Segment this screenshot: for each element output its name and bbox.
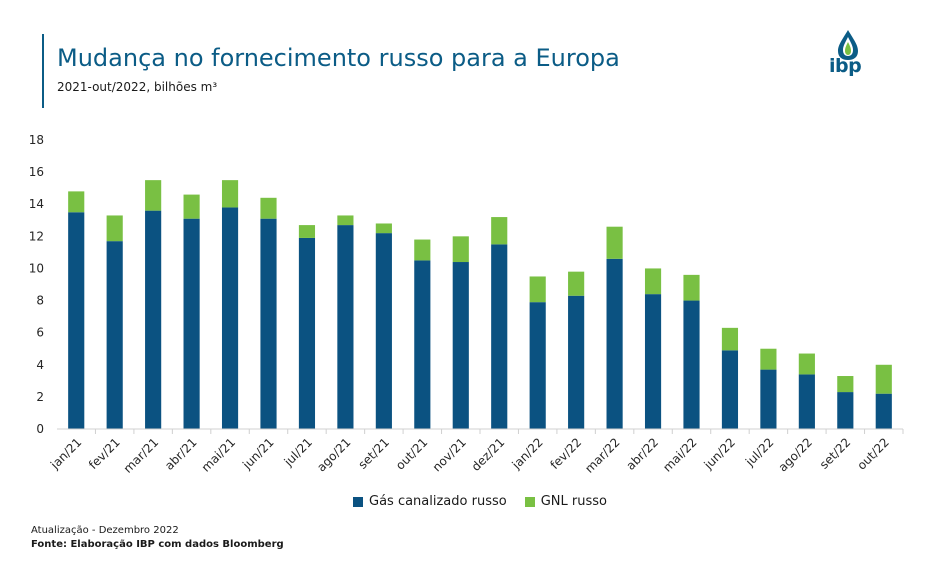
update-note: Atualização - Dezembro 2022 — [31, 525, 179, 536]
y-axis: 0 2 4 6 8 10 12 14 16 18 — [29, 133, 44, 436]
bar-segment-pipeline — [68, 212, 85, 429]
bar-segment-pipeline — [529, 302, 546, 429]
bar-segment-lng — [298, 225, 316, 238]
x-tick-label: jun/22 — [701, 435, 738, 472]
bar-segment-pipeline — [568, 295, 585, 429]
bar-segment-lng — [106, 215, 123, 242]
bar-segment-pipeline — [798, 374, 815, 429]
bar-segment-pipeline — [721, 350, 739, 429]
bar-segment-lng — [221, 180, 239, 208]
bar-segment-lng — [721, 327, 739, 351]
chart-title: Mudança no fornecimento russo para a Eur… — [57, 44, 620, 72]
bar-segment-pipeline — [106, 241, 123, 429]
x-tick-label: nov/21 — [430, 435, 469, 474]
bar-segment-lng — [491, 217, 508, 245]
bar-segment-lng — [375, 223, 392, 234]
y-tick-label: 12 — [29, 229, 44, 243]
x-tick-label: jan/21 — [47, 435, 84, 472]
x-tick-label: jul/21 — [281, 435, 315, 469]
x-tick-label: mai/22 — [660, 435, 699, 474]
bar-segment-pipeline — [683, 300, 700, 429]
bar-segment-pipeline — [644, 294, 662, 429]
legend-label-lng: GNL russo — [540, 494, 607, 509]
bar-segment-lng — [452, 236, 469, 263]
bar-segment-lng — [529, 276, 546, 303]
bar-segment-lng — [414, 239, 431, 261]
bar-segment-lng — [568, 271, 585, 296]
legend-label-pipeline: Gás canalizado russo — [369, 494, 507, 509]
bar-segment-lng — [68, 191, 85, 213]
x-tick-label: abr/21 — [162, 435, 200, 473]
x-tick-label: jan/22 — [509, 435, 546, 472]
y-tick-label: 2 — [36, 390, 44, 404]
drop-flame-icon — [838, 30, 858, 60]
legend: Gás canalizado russo GNL russo — [353, 494, 625, 509]
x-tick-label: jul/22 — [742, 435, 776, 469]
bar-segment-pipeline — [875, 393, 892, 429]
bar-segment-pipeline — [298, 237, 316, 429]
y-tick-label: 16 — [29, 165, 44, 179]
x-tick-label: fev/22 — [547, 435, 584, 472]
bar-segment-lng — [337, 215, 354, 226]
x-tick-label: out/22 — [854, 435, 891, 472]
bar-segment-lng — [145, 180, 162, 211]
y-tick-label: 6 — [36, 326, 44, 340]
bar-segment-lng — [875, 364, 892, 394]
bar-segment-lng — [837, 376, 854, 393]
bar-segment-lng — [606, 226, 623, 259]
x-tick-label: set/21 — [355, 435, 392, 472]
legend-item-pipeline: Gás canalizado russo — [353, 494, 507, 509]
x-tick-label: ago/22 — [776, 435, 815, 474]
y-tick-label: 18 — [29, 133, 44, 147]
x-tick-label: ago/21 — [314, 435, 353, 474]
bar-segment-pipeline — [337, 225, 354, 429]
bar-segment-lng — [683, 274, 700, 301]
bar-segment-pipeline — [145, 210, 162, 429]
legend-swatch-lng — [524, 496, 535, 507]
x-tick-label: mai/21 — [199, 435, 238, 474]
y-tick-label: 10 — [29, 261, 44, 275]
bar-segment-lng — [644, 268, 662, 295]
bars — [68, 180, 892, 429]
bar-segment-pipeline — [414, 260, 431, 429]
bar-segment-lng — [260, 197, 277, 219]
x-tick-label: dez/21 — [469, 435, 508, 474]
x-tick-label: fev/21 — [86, 435, 123, 472]
source-note: Fonte: Elaboração IBP com dados Bloomber… — [31, 539, 284, 550]
legend-swatch-pipeline — [353, 496, 363, 507]
y-tick-label: 4 — [36, 358, 44, 372]
y-tick-label: 0 — [36, 422, 44, 436]
bar-segment-pipeline — [760, 369, 777, 429]
x-tick-label: abr/22 — [624, 435, 662, 473]
bar-segment-pipeline — [606, 258, 623, 429]
bar-segment-pipeline — [260, 218, 277, 429]
chart-subtitle: 2021-out/2022, bilhões m³ — [57, 80, 218, 94]
bar-segment-lng — [183, 194, 200, 219]
x-tick-label: mar/21 — [121, 435, 162, 476]
bar-segment-pipeline — [491, 244, 508, 429]
legend-item-lng: GNL russo — [524, 494, 607, 509]
bar-segment-lng — [798, 353, 815, 375]
x-tick-label: set/22 — [817, 435, 854, 472]
logo-text: ibp — [829, 55, 862, 77]
bar-segment-lng — [760, 348, 777, 370]
y-tick-label: 8 — [36, 294, 44, 308]
bar-segment-pipeline — [221, 207, 239, 429]
x-tick-label: jun/21 — [239, 435, 276, 472]
bar-segment-pipeline — [837, 392, 854, 429]
title-accent-bar — [42, 34, 44, 108]
bar-segment-pipeline — [183, 218, 200, 429]
x-tick-label: out/21 — [393, 435, 430, 472]
x-tick-label: mar/22 — [582, 435, 623, 476]
y-tick-label: 14 — [29, 197, 44, 211]
bar-segment-pipeline — [452, 262, 469, 429]
bar-segment-pipeline — [375, 233, 392, 429]
